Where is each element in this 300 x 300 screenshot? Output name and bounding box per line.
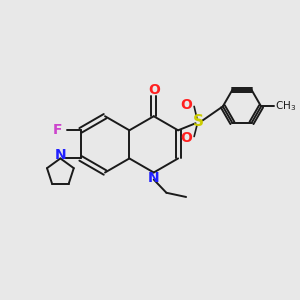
Text: O: O xyxy=(148,83,160,97)
Text: F: F xyxy=(52,123,62,137)
Text: O: O xyxy=(180,98,192,112)
Text: CH$_3$: CH$_3$ xyxy=(275,100,296,113)
Text: N: N xyxy=(55,148,66,162)
Text: S: S xyxy=(193,114,204,129)
Text: O: O xyxy=(180,131,192,145)
Text: N: N xyxy=(148,171,160,184)
